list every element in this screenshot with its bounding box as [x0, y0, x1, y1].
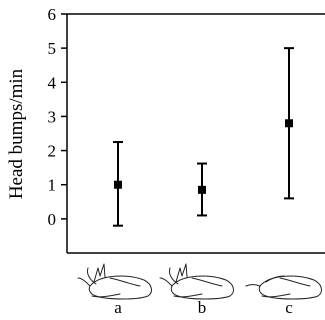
bird-sketch-a-icon — [77, 263, 152, 300]
data-point — [198, 185, 206, 194]
axes — [66, 13, 325, 254]
y-ticks: 0 1 2 3 4 5 6 — [48, 5, 67, 229]
y-tick-label: 4 — [48, 73, 57, 92]
error-bars — [113, 47, 294, 227]
y-tick-label: 0 — [48, 210, 57, 229]
category-label-b: b — [198, 298, 207, 317]
data-point — [285, 119, 293, 128]
category-label-c: c — [285, 298, 293, 317]
data-point — [114, 180, 122, 189]
data-points — [114, 119, 293, 194]
y-tick-label: 5 — [48, 39, 57, 58]
bird-sketch-b-icon — [159, 263, 234, 300]
y-tick-label: 1 — [48, 176, 57, 195]
y-tick-label: 3 — [48, 107, 57, 126]
y-axis-title: Head bumps/min — [6, 68, 27, 199]
bird-sketch-c-icon — [245, 275, 322, 300]
category-label-a: a — [114, 298, 122, 317]
y-tick-label: 2 — [48, 142, 57, 161]
y-tick-label: 6 — [48, 5, 57, 24]
